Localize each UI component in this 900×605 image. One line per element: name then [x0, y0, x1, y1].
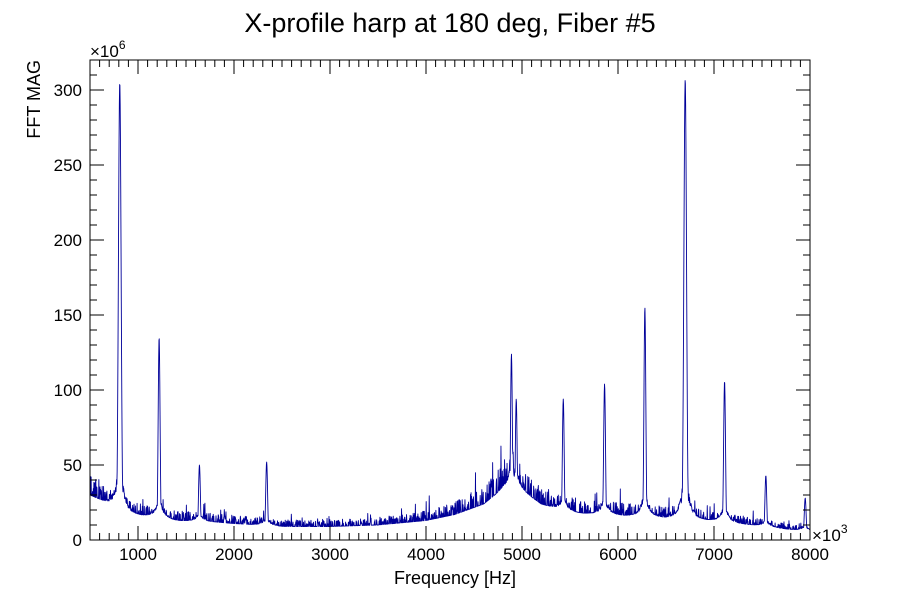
- y-tick-label: 0: [73, 531, 82, 550]
- y-tick-label: 50: [63, 456, 82, 475]
- y-tick-label: 200: [54, 231, 82, 250]
- y-axis-exponent: ×106: [90, 38, 126, 61]
- x-tick-label: 6000: [599, 545, 637, 564]
- y-tick-label: 100: [54, 381, 82, 400]
- y-tick-label: 150: [54, 306, 82, 325]
- axes: 1000 2000 3000 4000 5000 6000 7000 8000 0 50 100 15…: [54, 59, 829, 564]
- x-tick-label: 8000: [791, 545, 829, 564]
- x-axis-label: Frequency [Hz]: [394, 568, 516, 588]
- x-tick-label: 2000: [215, 545, 253, 564]
- y-exponent-power: 6: [119, 38, 126, 52]
- x-tick-label: 1000: [119, 545, 157, 564]
- x-tick-label: 4000: [407, 545, 445, 564]
- x-tick-label: 7000: [695, 545, 733, 564]
- x-exponent-power: 3: [841, 522, 848, 536]
- spectrum-line: [89, 80, 811, 530]
- y-axis-label: FFT MAG: [24, 60, 44, 139]
- x-tick-label: 3000: [311, 545, 349, 564]
- plot-area: [89, 80, 811, 530]
- x-tick-label: 5000: [503, 545, 541, 564]
- x-axis-exponent: ×103: [812, 522, 848, 545]
- y-exponent-base: ×10: [90, 42, 119, 61]
- x-exponent-base: ×10: [812, 526, 841, 545]
- y-tick-label: 300: [54, 81, 82, 100]
- y-tick-label: 250: [54, 156, 82, 175]
- chart-title: X-profile harp at 180 deg, Fiber #5: [244, 8, 655, 38]
